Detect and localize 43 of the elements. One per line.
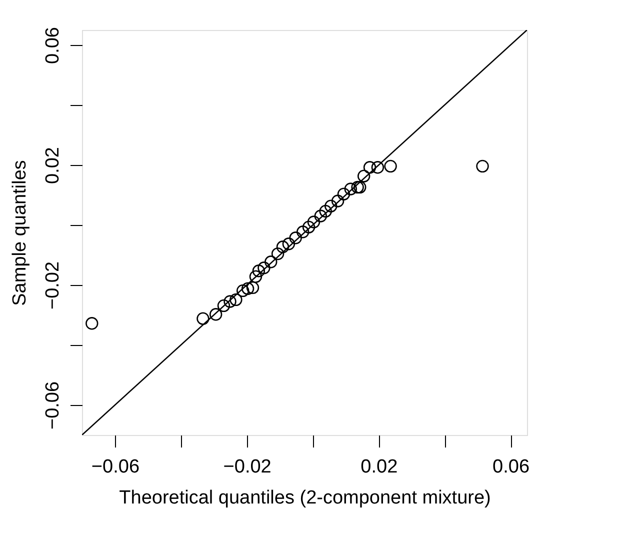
- x-tick-label: −0.06: [91, 456, 140, 478]
- point: [357, 170, 370, 182]
- y-tick-label: 0.06: [42, 27, 64, 64]
- point: [276, 240, 290, 254]
- x-tick-label: 0.06: [492, 456, 530, 478]
- point: [271, 247, 284, 260]
- point: [319, 204, 332, 218]
- point: [236, 284, 250, 298]
- point: [354, 180, 366, 194]
- point: [209, 308, 222, 321]
- point: [249, 270, 262, 283]
- y-tick-label: 0.02: [42, 147, 64, 184]
- point: [307, 216, 320, 228]
- point: [289, 232, 302, 244]
- point: [296, 226, 310, 238]
- point: [230, 293, 242, 306]
- point: [351, 180, 364, 194]
- point: [324, 200, 338, 212]
- point: [363, 161, 376, 174]
- point: [252, 264, 266, 278]
- point: [384, 160, 397, 173]
- point: [344, 182, 357, 196]
- point: [282, 238, 296, 250]
- point: [246, 281, 260, 294]
- point: [217, 299, 230, 312]
- y-tick-label: −0.06: [42, 381, 64, 430]
- point: [196, 312, 210, 325]
- point: [241, 282, 254, 295]
- point: [314, 210, 328, 222]
- x-tick-label: 0.02: [360, 456, 398, 478]
- point: [331, 194, 344, 208]
- point: [224, 295, 236, 308]
- point: [264, 256, 278, 268]
- point: [476, 160, 489, 173]
- y-tick-label: −0.02: [42, 261, 64, 310]
- y-axis-title: Sample quantiles: [10, 160, 30, 306]
- x-axis-title: Theoretical quantiles (2-component mixture): [119, 488, 491, 508]
- point: [86, 317, 98, 330]
- point: [258, 262, 270, 274]
- x-tick-label: −0.02: [223, 456, 272, 478]
- point: [337, 188, 350, 200]
- point: [371, 161, 384, 174]
- point: [302, 220, 316, 234]
